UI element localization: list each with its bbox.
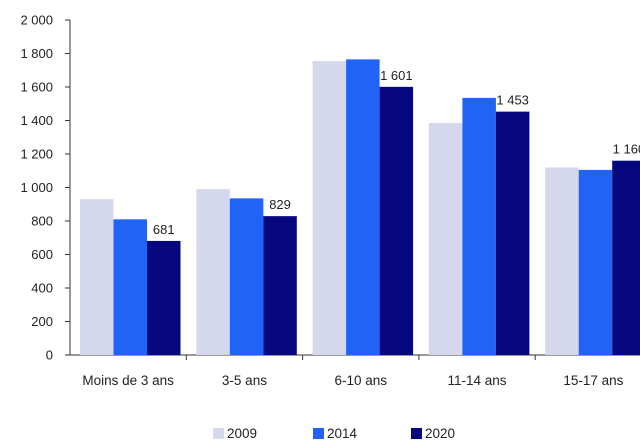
bar-2009-1 xyxy=(196,189,230,355)
x-category-label: 15-17 ans xyxy=(563,373,623,388)
y-tick-label: 1 600 xyxy=(20,80,53,95)
bar-2014-1 xyxy=(229,198,264,355)
bar-2020-0 xyxy=(147,240,181,355)
bar-2014-3 xyxy=(462,97,496,355)
y-tick-label: 800 xyxy=(31,214,53,229)
y-tick-label: 1 000 xyxy=(20,180,53,195)
legend-swatch-2020 xyxy=(411,428,422,439)
data-label: 681 xyxy=(153,222,175,237)
bar-2014-0 xyxy=(113,219,147,355)
bar-2009-0 xyxy=(80,199,114,355)
data-label: 829 xyxy=(269,197,291,212)
bar-2014-2 xyxy=(346,59,380,356)
bar-2009-2 xyxy=(312,61,347,355)
x-category-label: 6-10 ans xyxy=(334,373,387,388)
y-axis: 0 200 400 600 800 1 000 1 200 1 400 1 600 1 800 2 … xyxy=(20,13,71,363)
y-tick-label: 1 400 xyxy=(20,113,53,128)
legend-swatch-2014 xyxy=(313,428,324,439)
legend-swatch-2009 xyxy=(213,428,224,439)
data-label: 1 601 xyxy=(380,68,413,83)
y-tick-label: 600 xyxy=(31,247,53,262)
data-labels: 681 829 1 601 1 453 1 160 xyxy=(153,68,640,237)
data-label: 1 160 xyxy=(613,142,640,157)
bar-2020-2 xyxy=(379,86,414,356)
y-tick-label: 400 xyxy=(31,281,53,296)
legend-label: 2009 xyxy=(227,426,257,441)
y-tick-label: 2 000 xyxy=(20,13,53,28)
legend: 2009 2014 2020 xyxy=(213,426,455,441)
bar-2020-4 xyxy=(612,160,640,355)
bar-2020-1 xyxy=(263,216,297,355)
bar-2009-4 xyxy=(545,167,579,355)
y-tick-label: 1 800 xyxy=(20,46,53,61)
x-category-label: 3-5 ans xyxy=(222,373,267,388)
y-tick-label: 200 xyxy=(31,314,53,329)
x-category-label: Moins de 3 ans xyxy=(82,373,174,388)
x-axis: Moins de 3 ans 3-5 ans 6-10 ans 11-14 ans 15… xyxy=(70,354,640,388)
bars xyxy=(80,59,640,356)
bar-2014-4 xyxy=(578,169,613,355)
data-label: 1 453 xyxy=(496,93,529,108)
bar-2009-3 xyxy=(428,123,463,355)
y-tick-label: 0 xyxy=(46,348,53,363)
x-category-label: 11-14 ans xyxy=(448,373,507,388)
legend-label: 2020 xyxy=(425,426,455,441)
bar-2020-3 xyxy=(495,111,530,355)
y-tick-label: 1 200 xyxy=(20,147,53,162)
legend-label: 2014 xyxy=(327,426,358,441)
